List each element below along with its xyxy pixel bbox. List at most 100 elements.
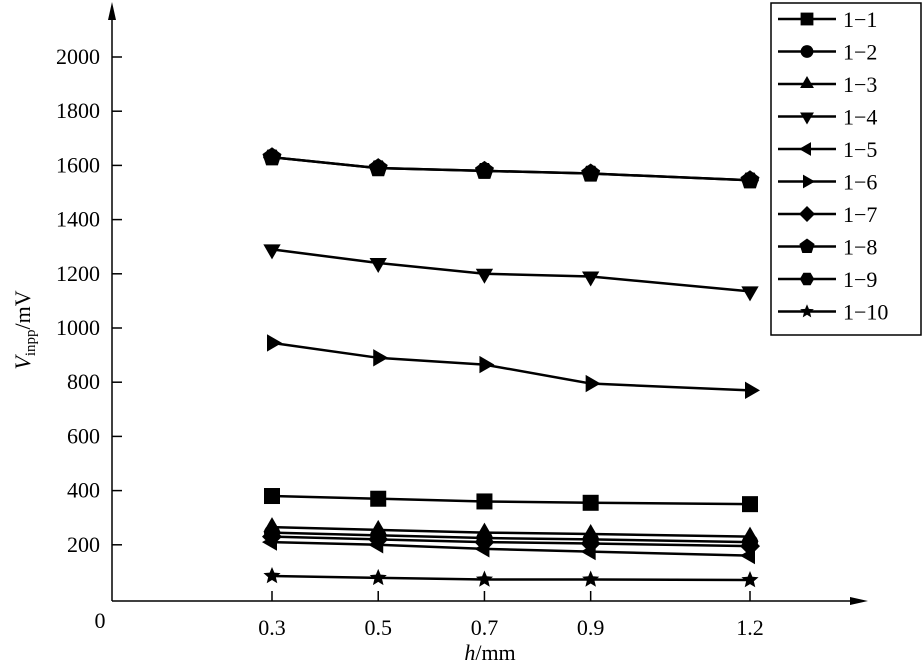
legend: 1−1 1−2 1−3 1−4 1−5 1−6 1−7 1−8 1−9 1−10 <box>770 2 922 336</box>
y-axis-label: Vinpp/mV <box>10 290 39 369</box>
marker-hexagon <box>475 163 494 179</box>
marker-star <box>475 570 494 587</box>
marker-triangle-right <box>585 374 601 393</box>
y-tick-label: 1600 <box>56 152 100 177</box>
marker-triangle-up <box>800 76 814 88</box>
marker-square <box>742 496 758 513</box>
legend-item: 1−2 <box>778 40 877 65</box>
marker-hexagon <box>799 272 815 286</box>
legend-label: 1−8 <box>843 235 877 260</box>
marker-square <box>264 488 280 505</box>
marker-circle <box>800 45 814 58</box>
y-tick-label: 800 <box>67 369 100 394</box>
legend-item: 1−7 <box>778 202 877 227</box>
marker-hexagon <box>369 160 388 176</box>
legend-label: 1−5 <box>843 137 877 162</box>
legend-item: 1−3 <box>778 72 877 97</box>
y-axis-arrow <box>108 2 116 20</box>
legend-label: 1−3 <box>843 72 877 97</box>
x-tick-label: 0.3 <box>258 615 286 640</box>
legend-label: 1−2 <box>843 40 877 65</box>
marker-triangle-down <box>475 268 494 284</box>
legend-label: 1−7 <box>843 202 877 227</box>
legend-item: 1−5 <box>778 137 877 162</box>
marker-star <box>741 571 759 588</box>
x-axis-arrow <box>850 597 868 605</box>
marker-hexagon <box>263 149 281 166</box>
legend-item: 1−6 <box>778 170 877 195</box>
marker-triangle-down <box>369 257 387 273</box>
marker-pentagon <box>799 238 815 253</box>
marker-square <box>800 12 814 26</box>
marker-triangle-down <box>582 271 600 287</box>
marker-square <box>582 494 599 511</box>
series-1 <box>264 488 758 513</box>
marker-hexagon <box>741 172 759 189</box>
legend-item: 1−1 <box>778 7 877 32</box>
series-line <box>271 574 751 582</box>
marker-triangle-right <box>803 174 815 189</box>
marker-square <box>370 490 387 507</box>
origin-label: 0 <box>95 608 106 633</box>
legend-item: 1−9 <box>778 267 877 292</box>
marker-triangle-up <box>369 519 387 535</box>
y-tick-label: 1400 <box>56 207 100 232</box>
marker-triangle-up <box>263 517 281 533</box>
series-line <box>271 494 751 506</box>
marker-star <box>800 304 814 318</box>
marker-triangle-up <box>582 523 600 539</box>
legend-item: 1−4 <box>778 105 877 130</box>
marker-star <box>369 568 387 586</box>
marker-triangle-down <box>263 244 281 260</box>
y-tick-label: 2000 <box>56 44 100 69</box>
marker-triangle-left <box>799 142 811 156</box>
y-tick-label: 200 <box>67 532 100 557</box>
legend-item: 1−10 <box>778 300 888 325</box>
legend-label: 1−4 <box>843 105 877 130</box>
x-tick-label: 0.5 <box>364 615 392 640</box>
marker-diamond <box>368 529 389 550</box>
axes <box>108 2 868 605</box>
marker-triangle-right <box>479 355 495 374</box>
series-9 <box>263 149 759 189</box>
marker-triangle-right <box>373 349 389 367</box>
marker-star <box>582 570 600 587</box>
marker-diamond <box>580 533 601 554</box>
marker-diamond <box>799 206 815 222</box>
marker-diamond <box>262 526 282 547</box>
marker-hexagon <box>581 165 600 182</box>
series-line <box>271 156 751 182</box>
legend-label: 1−1 <box>843 7 877 32</box>
series-line <box>271 341 751 392</box>
marker-triangle-down <box>800 112 814 125</box>
series-6 <box>267 334 760 399</box>
y-tick-label: 1000 <box>56 315 100 340</box>
marker-triangle-right <box>267 334 282 352</box>
y-tick-label: 1200 <box>56 261 100 286</box>
y-tick-label: 400 <box>67 478 100 503</box>
y-tick-label: 1800 <box>56 98 100 123</box>
series-4 <box>263 244 759 302</box>
marker-triangle-down <box>741 286 759 302</box>
x-tick-label: 0.9 <box>577 615 605 640</box>
x-tick-label: 0.7 <box>471 615 499 640</box>
x-tick-label: 1.2 <box>736 615 764 640</box>
series-line <box>271 248 751 293</box>
y-tick-label: 600 <box>67 423 100 448</box>
series-7 <box>262 526 760 557</box>
series-8 <box>262 147 760 189</box>
legend-label: 1−10 <box>843 300 888 325</box>
marker-diamond <box>474 532 495 553</box>
marker-diamond <box>740 536 760 557</box>
legend-label: 1−6 <box>843 170 877 195</box>
series-10 <box>263 566 759 588</box>
marker-triangle-up <box>741 526 759 542</box>
marker-star <box>263 566 281 584</box>
legend-label: 1−9 <box>843 267 877 292</box>
marker-triangle-right <box>745 381 760 399</box>
marker-square <box>476 493 493 510</box>
x-axis-label: h/mm <box>464 640 515 663</box>
marker-triangle-up <box>475 522 494 538</box>
legend-item: 1−8 <box>778 235 877 260</box>
